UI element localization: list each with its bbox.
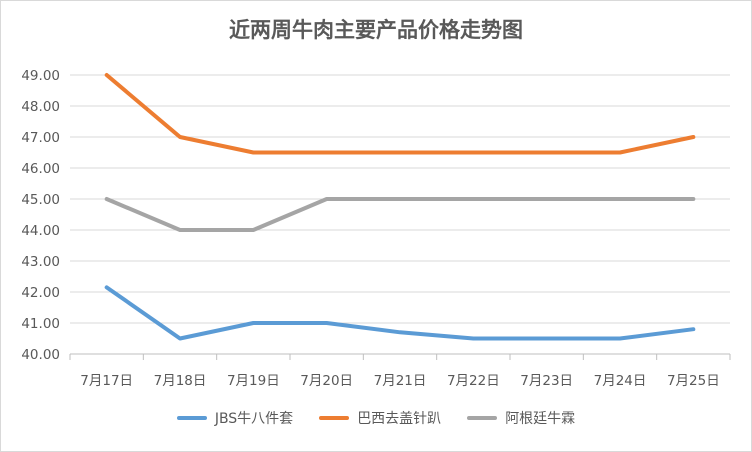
y-tick-label: 41.00 <box>21 316 60 332</box>
series-line-3 <box>104 197 696 232</box>
x-tick-label: 7月20日 <box>300 373 353 389</box>
x-tick-label: 7月21日 <box>374 373 427 389</box>
x-tick-label: 7月25日 <box>667 373 720 389</box>
y-tick-label: 46.00 <box>21 161 60 177</box>
x-tick-label: 7月24日 <box>594 373 647 389</box>
axes <box>69 353 731 360</box>
y-tick-label: 48.00 <box>21 99 60 115</box>
series-line-2 <box>104 73 696 155</box>
y-tick-label: 43.00 <box>21 254 60 270</box>
legend-swatch <box>176 416 207 420</box>
line-chart: 40.00 41.00 42.00 43.00 44.00 45.00 46.00 47.00… <box>21 68 731 389</box>
legend-item: JBS牛八件套 <box>176 408 294 428</box>
legend-label: 阿根廷牛霖 <box>505 411 576 427</box>
legend-swatch <box>467 416 498 420</box>
y-tick-label: 47.00 <box>21 130 60 146</box>
legend-label: 巴西去盖针趴 <box>357 411 442 427</box>
x-tick-label: 7月17日 <box>80 373 133 389</box>
legend-item: 阿根廷牛霖 <box>467 408 575 428</box>
legend-swatch <box>319 416 350 420</box>
y-tick-label: 44.00 <box>21 223 60 239</box>
y-tick-label: 40.00 <box>21 347 60 363</box>
y-tick-label: 42.00 <box>21 285 60 301</box>
x-tick-label: 7月23日 <box>520 373 573 389</box>
series-line-1 <box>104 285 696 341</box>
tick-labels: 40.00 41.00 42.00 43.00 44.00 45.00 46.00 47.00… <box>21 68 719 389</box>
legend: JBS牛八件套 巴西去盖针趴 阿根廷牛霖 <box>0 408 752 428</box>
legend-item: 巴西去盖针趴 <box>319 408 441 428</box>
y-tick-label: 45.00 <box>21 192 60 208</box>
series-lines <box>104 73 696 341</box>
legend-label: JBS牛八件套 <box>214 411 294 427</box>
y-tick-label: 49.00 <box>21 68 60 84</box>
x-tick-label: 7月22日 <box>447 373 500 389</box>
x-tick-label: 7月18日 <box>154 373 207 389</box>
chart-title: 近两周牛肉主要产品价格走势图 <box>229 18 523 42</box>
x-tick-label: 7月19日 <box>227 373 280 389</box>
